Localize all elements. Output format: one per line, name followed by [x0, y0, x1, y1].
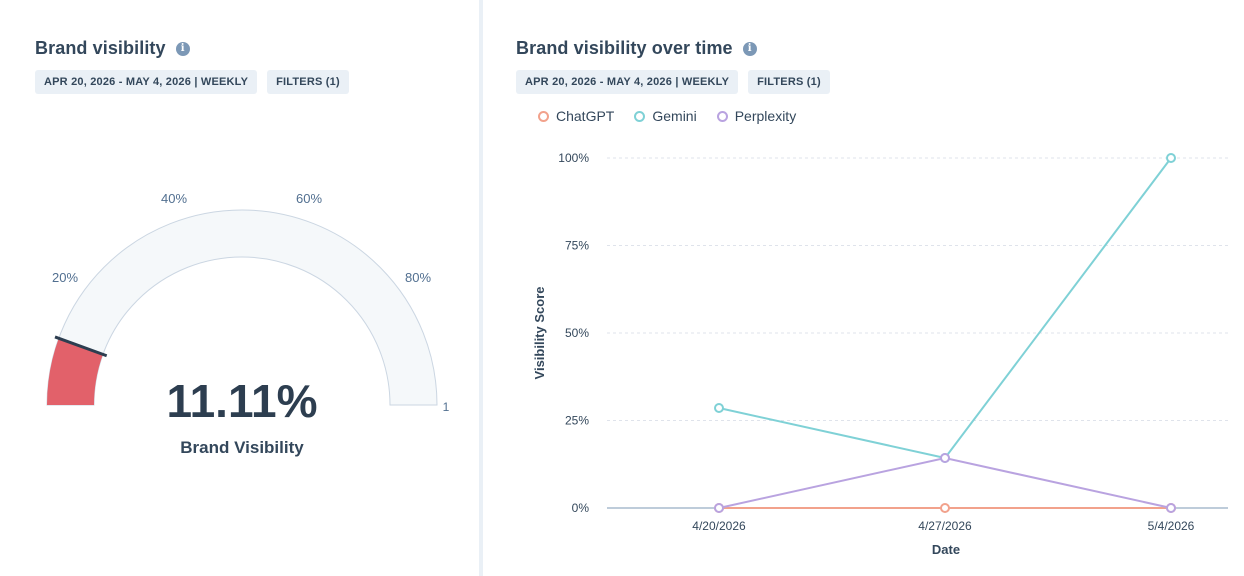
gauge-value: 11.11% — [167, 375, 318, 427]
data-point-perplexity — [1166, 503, 1176, 513]
card-title: Brand visibility over time — [516, 38, 733, 58]
y-tick-label: 100% — [558, 151, 589, 165]
gauge-tick-label: 40% — [161, 191, 187, 206]
gauge-tick-label: 1 — [443, 400, 450, 414]
card-title-row: Brand visibility i — [35, 38, 190, 59]
info-icon[interactable]: i — [175, 41, 190, 56]
data-point-gemini — [714, 403, 724, 414]
series-line-gemini — [718, 157, 1172, 460]
legend-marker — [716, 110, 728, 122]
legend-label: Perplexity — [734, 108, 797, 124]
y-tick-label: 50% — [565, 326, 589, 340]
legend-item-perplexity[interactable]: Perplexity — [716, 108, 797, 124]
chart-legend: ChatGPT Gemini Perplexity — [538, 108, 796, 124]
date-range-filter[interactable]: APR 20, 2026 - MAY 4, 2026 | WEEKLY — [35, 70, 258, 94]
gauge-caption: Brand Visibility — [180, 438, 304, 457]
legend-item-gemini[interactable]: Gemini — [634, 108, 697, 124]
line-chart: 0% 25% 50% 75% 100% 4/20/2026 4/27/2026 5/4/202… — [532, 151, 1228, 557]
legend-label: ChatGPT — [556, 108, 615, 124]
series-layer — [714, 153, 1176, 513]
gauge-needle — [54, 335, 108, 358]
legend-marker — [634, 110, 646, 122]
gauge-tick-label: 80% — [405, 270, 431, 285]
brand-visibility-card: Brand visibility i APR 20, 2026 - MAY 4,… — [0, 0, 479, 576]
legend-label: Gemini — [652, 108, 697, 124]
data-point-gemini — [1166, 153, 1176, 163]
filters-button[interactable]: FILTERS (1) — [748, 70, 830, 94]
data-point-chatgpt — [940, 503, 950, 513]
series-line-perplexity — [718, 456, 1172, 509]
y-tick-label: 75% — [565, 239, 589, 253]
gauge-track — [46, 209, 438, 406]
info-icon[interactable]: i — [742, 41, 757, 56]
data-point-perplexity — [940, 452, 950, 463]
filter-tags: APR 20, 2026 - MAY 4, 2026 | WEEKLY FILT… — [35, 70, 349, 94]
filters-button[interactable]: FILTERS (1) — [267, 70, 349, 94]
y-tick-label: 0% — [572, 501, 590, 515]
x-tick-label: 4/27/2026 — [918, 519, 972, 533]
x-axis-title: Date — [932, 542, 960, 557]
legend-marker — [538, 110, 549, 122]
y-axis-title: Visibility Score — [532, 287, 547, 380]
card-title: Brand visibility — [35, 38, 166, 58]
gauge-tick-label: 20% — [52, 270, 78, 285]
gauge-fill — [47, 338, 103, 405]
data-point-perplexity — [714, 503, 724, 513]
date-range-filter[interactable]: APR 20, 2026 - MAY 4, 2026 | WEEKLY — [516, 70, 739, 94]
y-tick-label: 25% — [565, 414, 589, 428]
gauge-chart: 20% 40% 60% 80% 1 11.11% Brand Visibilit… — [46, 191, 450, 457]
card-title-row: Brand visibility over time i — [516, 38, 757, 59]
legend-item-chatgpt[interactable]: ChatGPT — [538, 108, 614, 124]
grid-layer — [607, 157, 1228, 421]
x-tick-label: 5/4/2026 — [1148, 519, 1195, 533]
gauge-tick-label: 60% — [296, 191, 322, 206]
x-tick-label: 4/20/2026 — [692, 519, 746, 533]
visibility-over-time-card: Brand visibility over time i APR 20, 202… — [483, 0, 1244, 576]
filter-tags: APR 20, 2026 - MAY 4, 2026 | WEEKLY FILT… — [516, 70, 830, 94]
axis-layer: 0% 25% 50% 75% 100% 4/20/2026 4/27/2026 5/4/202… — [558, 151, 1228, 533]
